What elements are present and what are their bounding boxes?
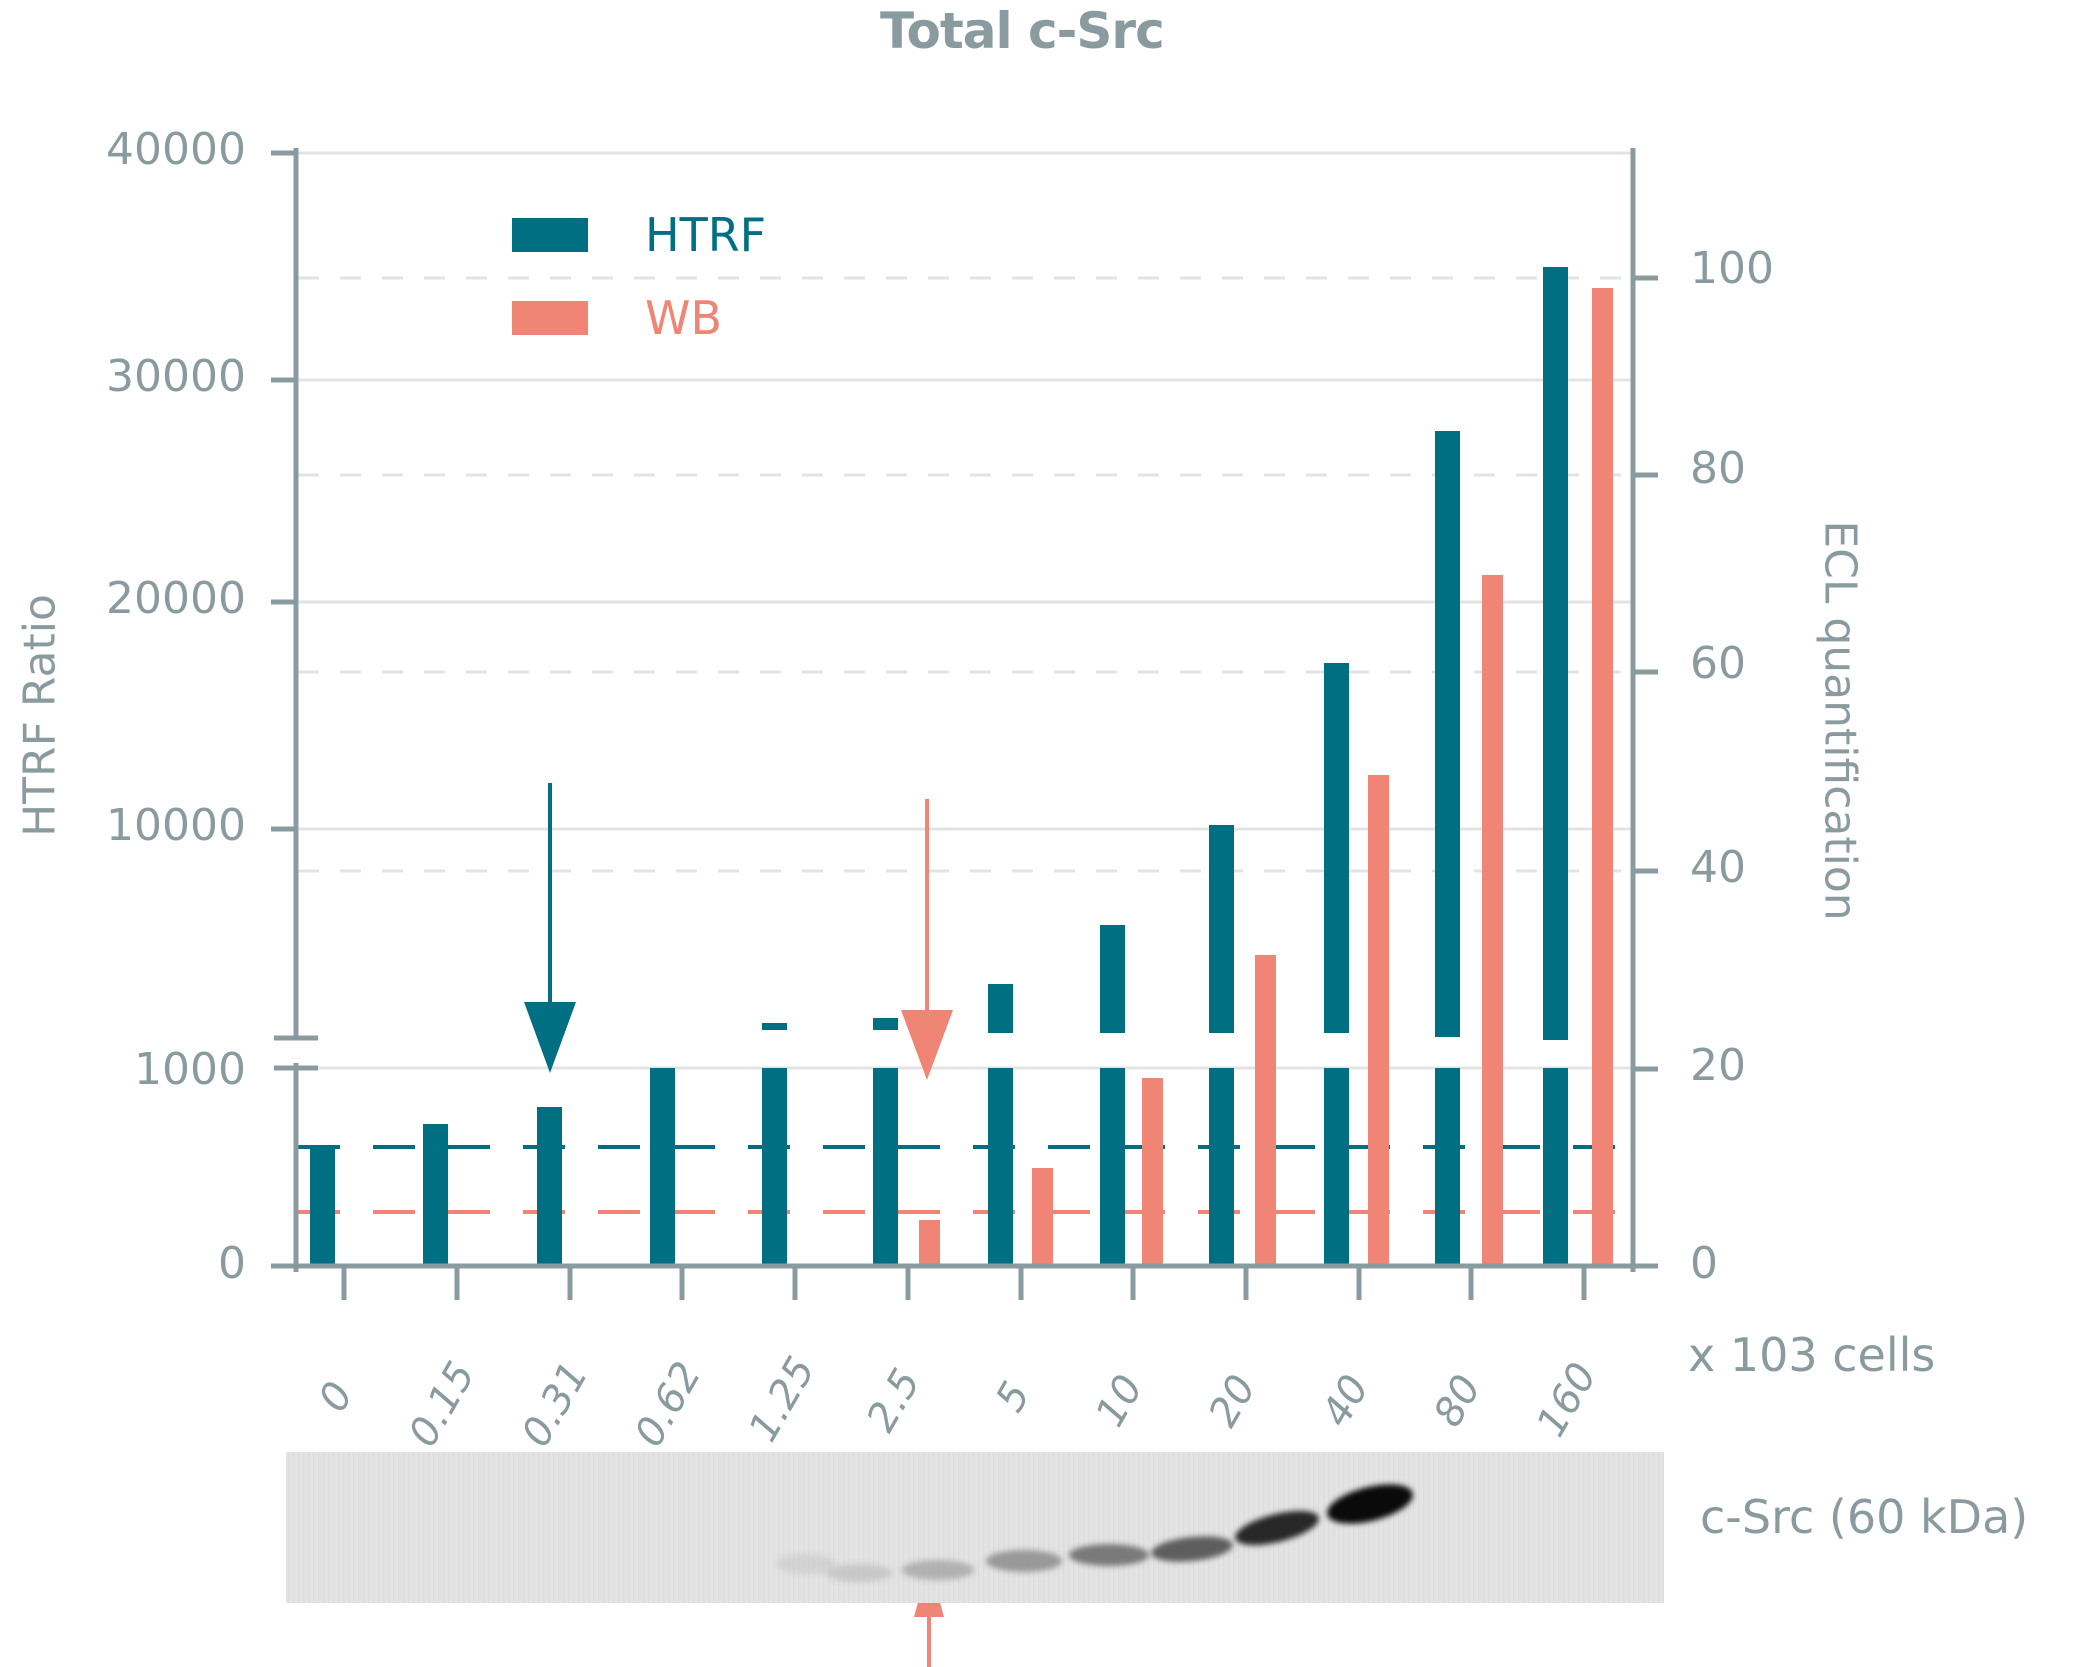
left-tick-20000: 20000 bbox=[106, 573, 246, 624]
htrf-detection-arrow-icon bbox=[524, 783, 576, 1073]
left-tick-0: 0 bbox=[218, 1238, 246, 1289]
right-tick-40: 40 bbox=[1690, 842, 1746, 893]
left-gridlines bbox=[298, 151, 1632, 1070]
right-gridlines bbox=[298, 276, 1632, 873]
right-axis-title: ECL quantification bbox=[1814, 520, 1866, 921]
x-axis bbox=[271, 1263, 1658, 1300]
legend-swatch-htrf bbox=[512, 218, 588, 252]
legend-label-htrf: HTRF bbox=[645, 208, 767, 262]
right-tick-20: 20 bbox=[1690, 1040, 1746, 1091]
right-axis bbox=[1630, 148, 1658, 1272]
legend-swatch-wb bbox=[512, 301, 588, 335]
left-axis-title: HTRF Ratio bbox=[14, 594, 66, 837]
htrf-bars bbox=[310, 267, 1568, 1266]
right-tick-0: 0 bbox=[1690, 1238, 1718, 1289]
left-tick-1000: 1000 bbox=[134, 1044, 246, 1095]
wb-detection-arrow-icon bbox=[901, 799, 953, 1080]
left-tick-40000: 40000 bbox=[106, 124, 246, 175]
chart-title-text: Total c-Src bbox=[880, 2, 1165, 60]
blot-label: c-Src (60 kDa) bbox=[1700, 1490, 2029, 1544]
right-tick-100: 100 bbox=[1690, 243, 1774, 294]
right-tick-80: 80 bbox=[1690, 443, 1746, 494]
left-axis bbox=[271, 148, 318, 1272]
right-tick-60: 60 bbox=[1690, 638, 1746, 689]
western-blot-image bbox=[286, 1452, 1664, 1603]
legend-label-wb: WB bbox=[645, 291, 723, 345]
left-tick-30000: 30000 bbox=[106, 351, 246, 402]
wb-bars bbox=[919, 288, 1613, 1264]
x-axis-unit: x 103 cells bbox=[1688, 1328, 1936, 1382]
left-tick-10000: 10000 bbox=[106, 800, 246, 851]
